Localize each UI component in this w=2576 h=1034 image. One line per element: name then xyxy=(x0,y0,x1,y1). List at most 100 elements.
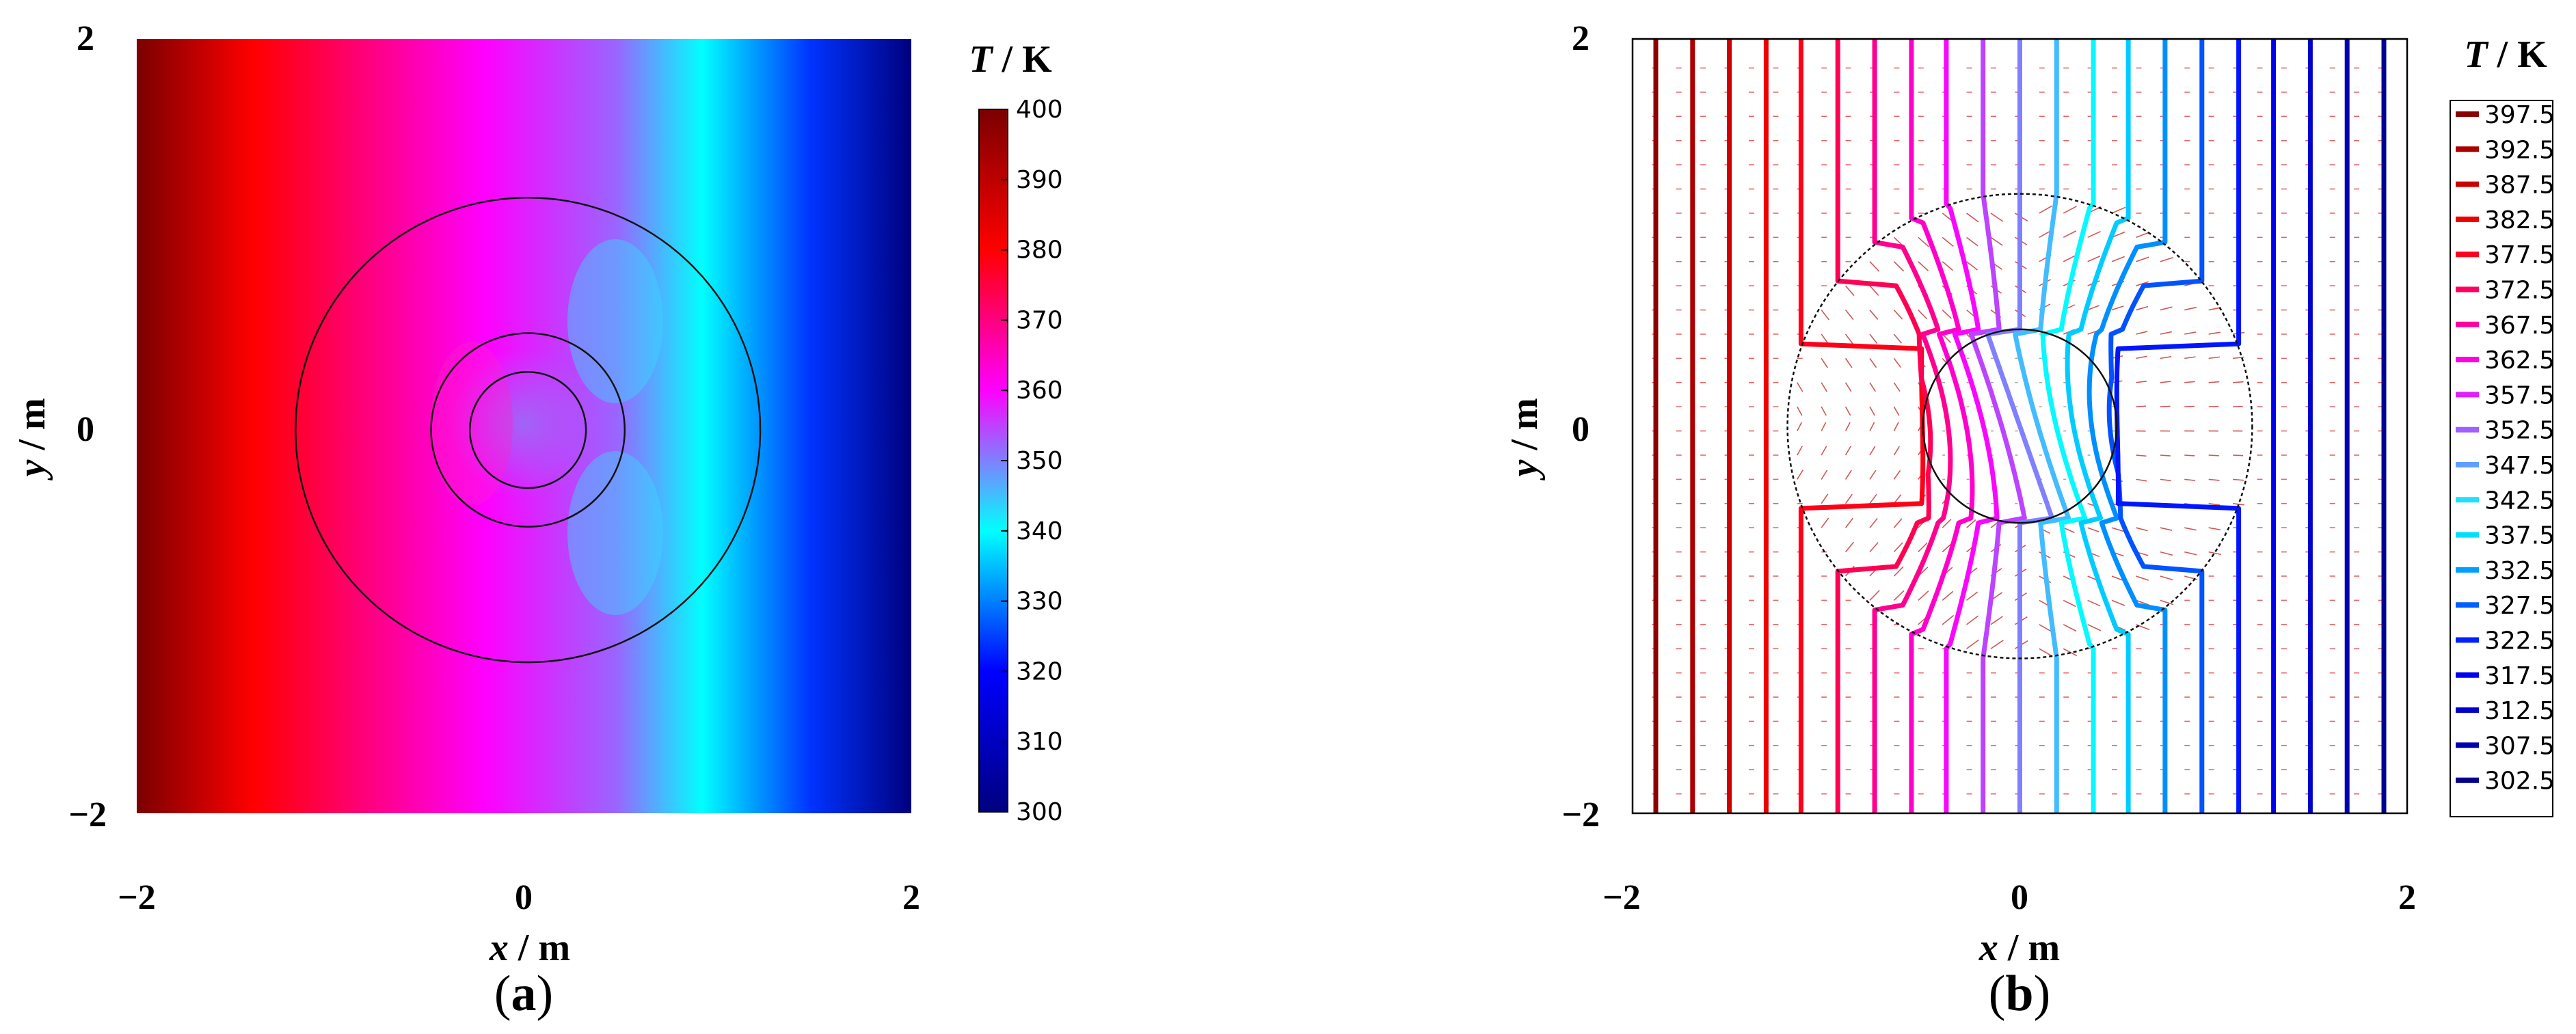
heat-flux-arrow xyxy=(1869,285,1879,296)
heat-flux-arrow xyxy=(1844,446,1851,456)
legend-label: 387.5 xyxy=(2484,172,2555,200)
heat-flux-arrow xyxy=(1844,406,1851,416)
legend-title-sep: / xyxy=(2488,33,2518,76)
heat-flux-arrow xyxy=(1942,519,1952,528)
heat-flux-arrow xyxy=(2063,230,2077,239)
heat-flux-arrow xyxy=(1844,541,1855,553)
heat-flux-arrow xyxy=(1869,334,1878,344)
heat-flux-arrows xyxy=(1652,67,2384,795)
heat-flux-arrow xyxy=(1844,493,1853,504)
heat-flux-arrow xyxy=(2111,599,2125,606)
y-tick-label: −2 xyxy=(1561,795,1600,834)
colorbar-tick-label: 350 xyxy=(1016,447,1063,475)
legend-label: 312.5 xyxy=(2484,697,2555,725)
heat-flux-arrow xyxy=(1869,382,1877,392)
legend-label: 347.5 xyxy=(2484,452,2555,480)
y-axis-sep: / xyxy=(1503,430,1546,460)
legend-label: 352.5 xyxy=(2484,417,2555,445)
heat-flux-arrow xyxy=(2136,331,2148,335)
legend-title-var: T xyxy=(2464,33,2489,76)
heat-flux-arrow xyxy=(2160,599,2174,606)
heat-flux-arrow xyxy=(1797,406,1803,416)
heat-flux-arrow xyxy=(1966,519,1976,528)
heat-flux-arrow xyxy=(2136,405,2147,407)
heat-flux-arrow xyxy=(1942,590,1954,601)
cloak-boundary-circle xyxy=(1922,328,2118,524)
heat-flux-arrow xyxy=(1869,493,1877,504)
colorbar-tick-label: 390 xyxy=(1016,166,1063,194)
heat-flux-arrow xyxy=(1966,236,1978,247)
colorbar-tick-label: 300 xyxy=(1016,798,1063,826)
heat-flux-arrow xyxy=(1942,334,1951,343)
x-ticks-a: −2 0 2 xyxy=(118,878,920,917)
heat-flux-arrow xyxy=(2208,478,2220,481)
y-tick-label: 2 xyxy=(1572,19,1589,58)
colorbar-title-var: T xyxy=(969,38,994,81)
isotherm-line xyxy=(1835,39,1933,813)
y-axis-var: y xyxy=(11,459,53,481)
heat-flux-arrow xyxy=(1893,334,1903,344)
heat-flux-arrow xyxy=(2160,478,2171,482)
x-tick-label: −2 xyxy=(1602,878,1641,917)
isotherm-line xyxy=(2013,39,2071,813)
heat-flux-arrow xyxy=(1797,446,1803,456)
heat-flux-arrow xyxy=(1821,310,1829,321)
legend-label: 342.5 xyxy=(2484,487,2555,515)
heat-flux-arrow xyxy=(1821,422,1827,431)
cloak-shading-lower-right xyxy=(567,451,663,615)
heat-flux-arrow xyxy=(2111,231,2125,239)
x-axis-sep: / xyxy=(509,927,539,969)
heat-flux-arrow xyxy=(1918,309,1928,320)
heat-flux-arrow xyxy=(2063,206,2077,214)
heat-flux-arrow xyxy=(1942,309,1952,319)
heat-flux-arrow xyxy=(1990,640,2004,649)
legend-label: 392.5 xyxy=(2484,136,2555,164)
heat-flux-arrow xyxy=(2087,599,2101,607)
heat-flux-arrow xyxy=(1966,261,1978,271)
heat-flux-arrow xyxy=(2160,454,2171,457)
x-axis-var: x xyxy=(489,927,509,969)
legend-label: 382.5 xyxy=(2484,206,2555,234)
heat-flux-arrow xyxy=(1942,543,1953,553)
heat-flux-arrow xyxy=(2063,599,2076,608)
isotherm-line xyxy=(1944,39,2000,813)
heat-flux-arrow xyxy=(2136,232,2150,239)
cloak-boundary-circle xyxy=(295,197,762,664)
heat-flux-arrow xyxy=(2184,527,2197,531)
colorbar-tick-label: 330 xyxy=(1016,588,1063,616)
heat-flux-arrow xyxy=(1844,285,1855,297)
heat-flux-arrow xyxy=(1918,261,1929,271)
heat-flux-arrow xyxy=(1918,590,1929,601)
heat-flux-arrow xyxy=(2232,356,2244,359)
y-tick-label: 2 xyxy=(77,19,94,58)
legend-label: 372.5 xyxy=(2484,277,2555,305)
isotherm-line xyxy=(2040,39,2096,813)
colorbar-tick-label: 370 xyxy=(1016,306,1063,334)
heat-flux-arrow xyxy=(2184,454,2195,457)
plot-frame-b xyxy=(1631,38,2409,815)
panel-a: 2 0 −2 −2 0 2 x / m y / m T / K 400 390 38… xyxy=(11,19,1063,1022)
heat-flux-arrow xyxy=(2039,624,2052,632)
heat-flux-arrow xyxy=(1844,382,1852,392)
heat-flux-arrow xyxy=(1869,590,1880,601)
legend-items: 397.5 392.5 387.5 382.5 377.5 372.5 367.5 362.5… xyxy=(2456,101,2555,795)
heat-flux-arrow xyxy=(2160,381,2171,383)
panel-letter-b: b xyxy=(2005,966,2033,1022)
heat-flux-arrow xyxy=(1821,357,1828,368)
heat-flux-arrow xyxy=(2184,331,2197,335)
heat-flux-arrow xyxy=(1942,261,1953,271)
heat-flux-arrow xyxy=(2233,454,2244,457)
heat-flux-arrow xyxy=(2160,331,2172,335)
heat-flux-arrow xyxy=(2063,527,2075,533)
legend-label: 362.5 xyxy=(2484,346,2555,375)
y-axis-label-b: y / m xyxy=(1503,398,1546,480)
heat-flux-arrow xyxy=(2184,381,2195,383)
x-axis-sep: / xyxy=(1998,927,2028,969)
heat-flux-arrow xyxy=(1942,236,1954,247)
colorbar-tick-label: 340 xyxy=(1016,517,1063,545)
heatmap-a xyxy=(137,39,911,813)
cloak-boundaries-b xyxy=(1786,193,2253,659)
colorbar-tick-label: 360 xyxy=(1016,377,1063,405)
heat-flux-arrow xyxy=(2136,355,2147,359)
cloak-boundary-circle xyxy=(1786,193,2253,659)
